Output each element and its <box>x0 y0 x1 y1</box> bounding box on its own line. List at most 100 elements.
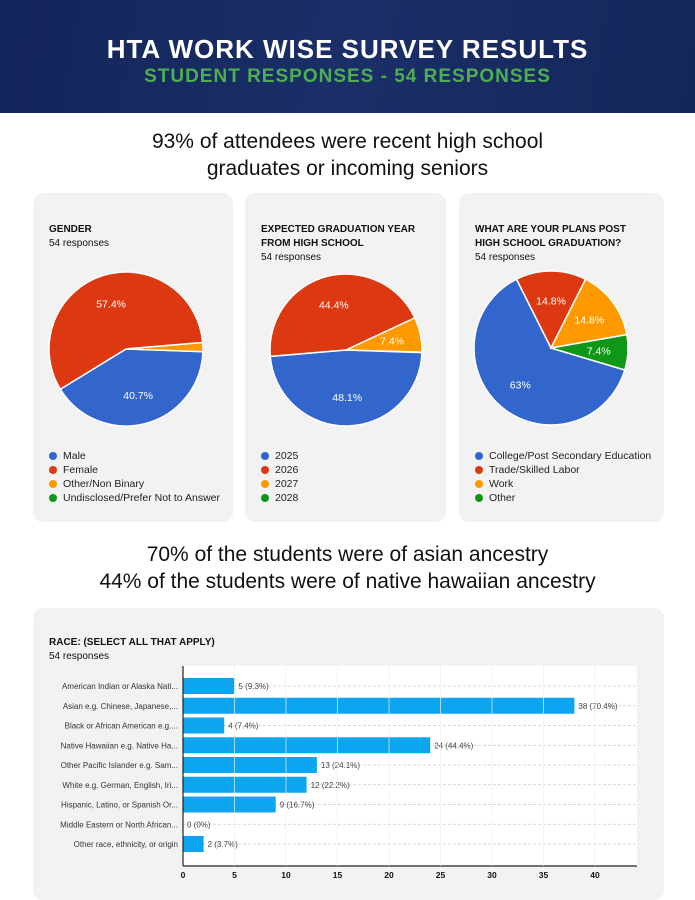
legend-label: 2026 <box>275 464 299 476</box>
legend-label: Trade/Skilled Labor <box>489 464 580 476</box>
headline-line: 70% of the students were of asian ancest… <box>146 543 549 566</box>
page-title: HTA WORK WISE SURVEY RESULTS <box>106 34 589 64</box>
pie-chart: 48.1% 44.4% 7.4% <box>269 273 423 427</box>
bar-value-label: 38 (70.4%) <box>578 702 617 711</box>
bar[interactable] <box>183 678 235 694</box>
x-tick-label: 20 <box>384 870 394 880</box>
legend-item[interactable]: Work <box>475 477 651 491</box>
legend-item[interactable]: 2025 <box>261 449 298 463</box>
chart-legend: 2025 2026 2027 2028 <box>261 449 298 505</box>
legend-label: Undisclosed/Prefer Not to Answer <box>63 492 220 504</box>
legend-label: 2027 <box>275 478 299 490</box>
category-label: Black or African American e.g.... <box>65 722 178 731</box>
legend-item[interactable]: College/Post Secondary Education <box>475 449 651 463</box>
x-tick-label: 25 <box>436 870 446 880</box>
chart-title: HIGH SCHOOL GRADUATION? <box>475 238 622 249</box>
x-tick-label: 15 <box>333 870 343 880</box>
chart-title-block: EXPECTED GRADUATION YEAR FROM HIGH SCHOOL… <box>261 223 415 265</box>
legend-label: Other/Non Binary <box>63 478 145 490</box>
legend-item[interactable]: Other/Non Binary <box>49 477 220 491</box>
legend-item[interactable]: Other <box>475 491 651 505</box>
legend-label: College/Post Secondary Education <box>489 450 652 462</box>
category-label: Other Pacific Islander e.g. Sam... <box>61 761 178 770</box>
legend-dot-icon <box>49 452 57 460</box>
legend-label: Male <box>63 450 86 462</box>
category-label: White e.g. German, English, Iri... <box>62 781 178 790</box>
legend-label: Other <box>489 492 516 504</box>
bar[interactable] <box>183 717 225 734</box>
pie-slice-label: 44.4% <box>319 299 349 311</box>
pie-slice-other[interactable] <box>550 333 629 371</box>
x-tick-label: 0 <box>181 870 186 880</box>
legend-label: 2025 <box>275 450 299 462</box>
chart-title: GENDER <box>49 224 92 235</box>
pie-slice-label: 7.4% <box>380 335 404 347</box>
headline-line: 93% of attendees were recent high school <box>151 130 544 153</box>
pie-slice-trade-skilled-labor[interactable] <box>515 270 587 350</box>
bar-value-label: 12 (22.2%) <box>311 781 350 790</box>
bar-value-label: 9 (16.7%) <box>280 801 315 810</box>
x-tick-label: 30 <box>487 870 497 880</box>
legend-dot-icon <box>475 494 483 502</box>
legend-item[interactable]: 2026 <box>261 463 298 477</box>
bar-value-label: 13 (24.1%) <box>321 761 360 770</box>
legend-item[interactable]: Undisclosed/Prefer Not to Answer <box>49 491 220 505</box>
chart-title-block: WHAT ARE YOUR PLANS POST HIGH SCHOOL GRAD… <box>475 223 626 265</box>
chart-subtitle: 54 responses <box>475 252 536 263</box>
post-graduation-plans-card: WHAT ARE YOUR PLANS POST HIGH SCHOOL GRAD… <box>459 193 664 522</box>
bar[interactable] <box>183 697 575 714</box>
pie-slice-other-non-binary[interactable] <box>125 341 204 353</box>
chart-title: EXPECTED GRADUATION YEAR <box>261 224 416 235</box>
pie-chart: 40.7% 57.4% <box>48 271 204 427</box>
headline-ancestry: 70% of the students were of asian ancest… <box>0 541 695 595</box>
legend-item[interactable]: 2028 <box>261 491 298 505</box>
legend-dot-icon <box>261 452 269 460</box>
category-label: Asian e.g. Chinese, Japanese,... <box>63 702 178 711</box>
pie-slice-2025[interactable] <box>269 349 423 427</box>
category-label: American Indian or Alaska Nati... <box>62 682 178 691</box>
bar[interactable] <box>183 737 431 754</box>
pie-slice-female[interactable] <box>48 271 204 391</box>
legend-dot-icon <box>49 480 57 488</box>
pie-slice-work[interactable] <box>549 278 628 349</box>
category-label: Middle Eastern or North African... <box>60 820 178 829</box>
pie-slice-label: 40.7% <box>123 390 153 402</box>
page-subtitle: STUDENT RESPONSES - 54 RESPONSES <box>144 66 551 87</box>
pie-slice-2026[interactable] <box>269 273 416 358</box>
legend-item[interactable]: Trade/Skilled Labor <box>475 463 651 477</box>
legend-item[interactable]: 2027 <box>261 477 298 491</box>
pie-slice-2027[interactable] <box>345 316 423 353</box>
legend-label: Female <box>63 464 99 476</box>
pie-slice-label: 7.4% <box>587 346 611 358</box>
legend-dot-icon <box>261 494 269 502</box>
pie-slice-label: 48.1% <box>332 392 362 404</box>
bar-value-label: 5 (9.3%) <box>239 682 270 691</box>
legend-dot-icon <box>261 480 269 488</box>
race-card: RACE: (SELECT ALL THAT APPLY) 54 response… <box>33 608 664 900</box>
bar[interactable] <box>183 776 307 793</box>
legend-item[interactable]: Male <box>49 449 220 463</box>
chart-subtitle: 54 responses <box>49 238 110 249</box>
legend-dot-icon <box>475 480 483 488</box>
chart-legend: Male Female Other/Non Binary Undisclosed/Pr… <box>49 449 220 505</box>
pie-slice-label: 57.4% <box>96 299 126 311</box>
pie-slice-college-post-secondary-education[interactable] <box>473 278 626 426</box>
chart-title: WHAT ARE YOUR PLANS POST <box>475 224 626 235</box>
race-title: RACE: (SELECT ALL THAT APPLY) <box>49 637 215 648</box>
legend-dot-icon <box>475 466 483 474</box>
x-tick-label: 35 <box>539 870 549 880</box>
chart-legend: College/Post Secondary Education Trade/Sk… <box>475 449 651 505</box>
pie-slice-label: 14.8% <box>574 314 604 326</box>
headline-line: graduates or incoming seniors <box>206 157 489 180</box>
chart-title-block: GENDER 54 responses <box>49 223 109 251</box>
pie-slice-label: 14.8% <box>536 295 566 307</box>
category-label: Other race, ethnicity, or origin <box>74 840 178 849</box>
bar[interactable] <box>183 757 317 773</box>
x-tick-label: 10 <box>281 870 291 880</box>
legend-item[interactable]: Female <box>49 463 220 477</box>
bar-value-label: 4 (7.4%) <box>228 722 259 731</box>
race-subtitle: 54 responses <box>49 651 110 662</box>
race-bar-chart: American Indian or Alaska Nati... 5 (9.3%… <box>60 666 637 880</box>
bar[interactable] <box>183 796 276 813</box>
bar[interactable] <box>183 836 204 852</box>
